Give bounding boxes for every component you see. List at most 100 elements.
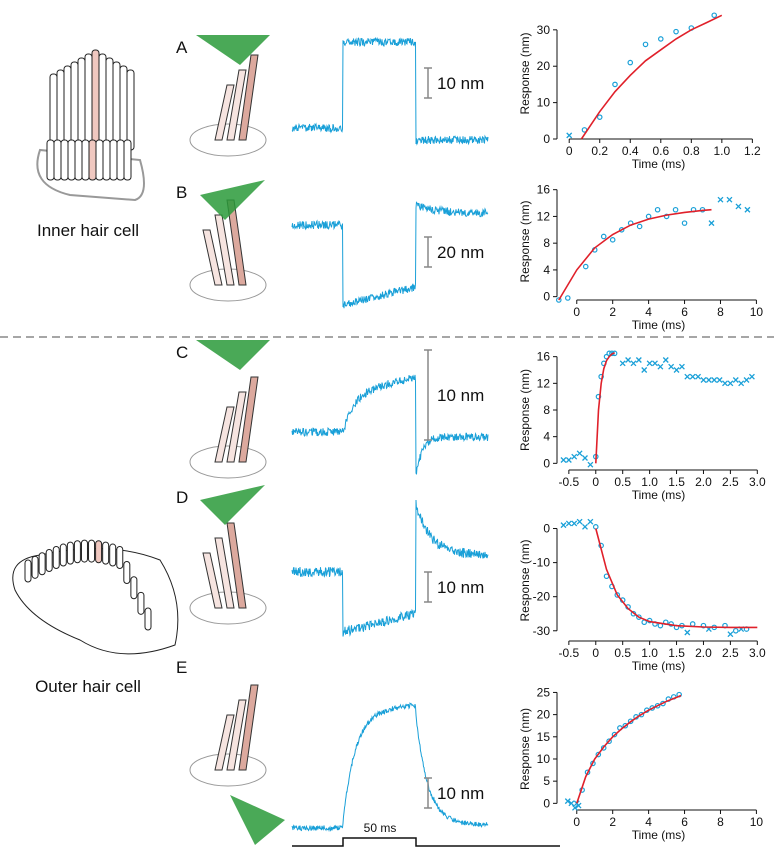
x-axis-label: Time (ms) bbox=[632, 828, 686, 842]
stereocilium bbox=[95, 540, 103, 564]
stereocilium bbox=[116, 546, 124, 570]
y-tick-label: 8 bbox=[543, 403, 550, 417]
x-tick-label: 3.0 bbox=[749, 475, 766, 489]
outer-label: Outer hair cell bbox=[35, 677, 141, 696]
fit-line bbox=[580, 14, 723, 140]
stereocilium bbox=[130, 576, 138, 600]
trace bbox=[291, 701, 489, 833]
point bbox=[695, 373, 702, 380]
point bbox=[606, 350, 613, 357]
stereocilium bbox=[77, 57, 86, 151]
point bbox=[627, 59, 634, 66]
point bbox=[596, 114, 603, 120]
stereocilium bbox=[102, 541, 110, 565]
scale-bar bbox=[424, 571, 432, 603]
y-axis-label: Response (nm) bbox=[518, 708, 532, 790]
x-tick-label: 2.0 bbox=[695, 475, 712, 489]
fit-line bbox=[558, 208, 712, 301]
y-tick-label: 8 bbox=[543, 236, 550, 250]
x-tick-label: 0 bbox=[573, 815, 580, 829]
stereocilium bbox=[102, 139, 111, 181]
stereocilium bbox=[60, 139, 69, 181]
stereocilium bbox=[214, 537, 235, 609]
scale-bar-label: 20 nm bbox=[437, 243, 484, 262]
cell-apex bbox=[189, 753, 267, 787]
y-tick-label: 0 bbox=[543, 456, 550, 470]
y-tick-label: 25 bbox=[537, 685, 551, 699]
stereocilium bbox=[91, 49, 100, 151]
scale-bar bbox=[424, 777, 432, 809]
y-tick-label: 0 bbox=[543, 522, 550, 536]
point bbox=[662, 357, 669, 363]
point bbox=[700, 377, 707, 383]
point bbox=[571, 453, 578, 460]
point bbox=[646, 360, 653, 367]
panel-letter: C bbox=[176, 343, 188, 362]
x-tick-label: 4 bbox=[645, 815, 652, 829]
point bbox=[565, 457, 572, 463]
y-axis-label: Response (nm) bbox=[518, 200, 532, 282]
trace bbox=[291, 374, 489, 475]
point bbox=[654, 206, 661, 213]
y-tick-label: 15 bbox=[537, 730, 551, 744]
stereocilium bbox=[214, 84, 235, 141]
point bbox=[560, 457, 567, 463]
stereocilium bbox=[137, 591, 145, 615]
point bbox=[726, 196, 733, 203]
point bbox=[700, 622, 707, 629]
x-tick-label: 0.2 bbox=[591, 144, 608, 158]
cell-apex bbox=[189, 445, 267, 479]
fit-line bbox=[595, 351, 615, 464]
x-tick-label: 0.8 bbox=[683, 144, 700, 158]
point bbox=[641, 367, 648, 373]
point bbox=[678, 363, 685, 370]
stereocilium bbox=[109, 543, 117, 567]
point bbox=[575, 802, 582, 809]
point bbox=[600, 233, 607, 240]
probe bbox=[196, 340, 270, 370]
trace bbox=[291, 201, 489, 309]
point bbox=[572, 804, 578, 811]
point bbox=[635, 357, 642, 363]
y-axis-label: Response (nm) bbox=[518, 369, 532, 451]
point bbox=[748, 373, 755, 380]
x-tick-label: 8 bbox=[717, 305, 724, 319]
stereocilium bbox=[66, 541, 74, 565]
point bbox=[684, 629, 691, 636]
trace bbox=[291, 36, 489, 146]
y-tick-label: 16 bbox=[537, 183, 551, 197]
point bbox=[630, 360, 637, 367]
stereocilium bbox=[226, 391, 247, 463]
x-tick-label: 8 bbox=[717, 815, 724, 829]
y-tick-label: -20 bbox=[533, 590, 551, 604]
x-tick-label: 1.0 bbox=[641, 646, 658, 660]
point bbox=[727, 380, 734, 387]
point bbox=[564, 798, 571, 805]
point bbox=[689, 621, 696, 627]
stereocilium bbox=[226, 69, 247, 141]
point bbox=[684, 373, 691, 380]
x-tick-label: 4 bbox=[645, 305, 652, 319]
x-tick-label: 1.5 bbox=[668, 646, 685, 660]
point bbox=[668, 363, 675, 370]
stereocilium bbox=[24, 559, 32, 583]
x-tick-label: 2.5 bbox=[722, 475, 739, 489]
stereocilium bbox=[49, 73, 58, 151]
probe bbox=[230, 795, 285, 845]
stereocilium bbox=[105, 57, 114, 151]
point bbox=[735, 203, 742, 210]
stereocilium bbox=[109, 139, 118, 181]
point bbox=[732, 377, 739, 383]
point bbox=[582, 523, 588, 530]
scale-bar-label: 10 nm bbox=[437, 386, 484, 405]
stereocilium bbox=[31, 555, 39, 579]
stereocilium bbox=[46, 139, 55, 181]
point bbox=[722, 380, 728, 387]
probe bbox=[196, 35, 270, 65]
point bbox=[622, 722, 629, 729]
point bbox=[652, 360, 658, 367]
y-tick-label: 0 bbox=[543, 290, 550, 304]
probe bbox=[200, 180, 265, 220]
point bbox=[595, 751, 602, 758]
stereocilium bbox=[81, 139, 90, 181]
